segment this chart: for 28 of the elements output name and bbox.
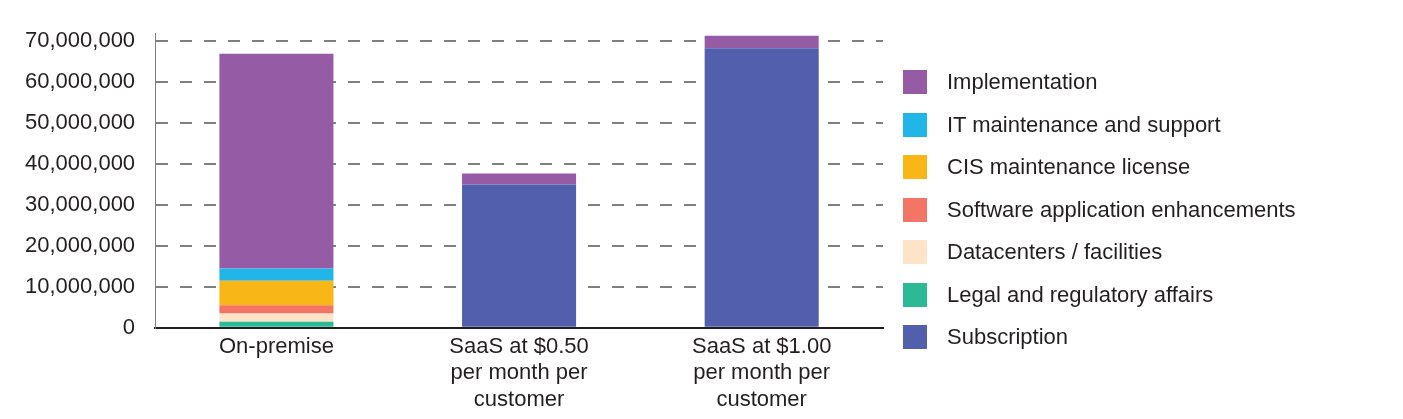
y-tick-label: 20,000,000 [25,232,136,258]
x-tick-label: SaaS at $1.00 per month per customer [691,333,832,411]
bar [219,305,334,314]
legend-label: Subscription [947,324,1069,350]
x-tick-label: SaaS at $0.50 per month per customer [449,333,589,411]
y-tick-label: 70,000,000 [25,27,136,53]
y-tick-label: 50,000,000 [25,109,136,135]
bar [219,53,334,269]
bar [462,173,577,185]
legend-label: CIS maintenance license [947,154,1191,180]
legend-label: Datacenters / facilities [947,239,1163,265]
bar [219,321,334,327]
bar [704,48,819,327]
bar [219,268,334,281]
bar [462,184,577,327]
legend-label: IT maintenance and support [947,111,1221,138]
legend-label: Software application enhancements [947,196,1296,223]
y-tick-label: 0 [122,313,136,339]
y-tick-label: 40,000,000 [25,150,136,176]
y-tick-label: 60,000,000 [25,68,136,94]
x-tick-label: On-premise [218,333,334,359]
y-tick-label: 30,000,000 [25,191,136,217]
y-tick-label: 10,000,000 [25,272,136,298]
legend-label: Legal and regulatory affairs [947,281,1214,308]
bar [704,35,819,49]
legend-label: Implementation [947,69,1098,95]
bar [219,313,334,322]
bar [219,280,334,306]
